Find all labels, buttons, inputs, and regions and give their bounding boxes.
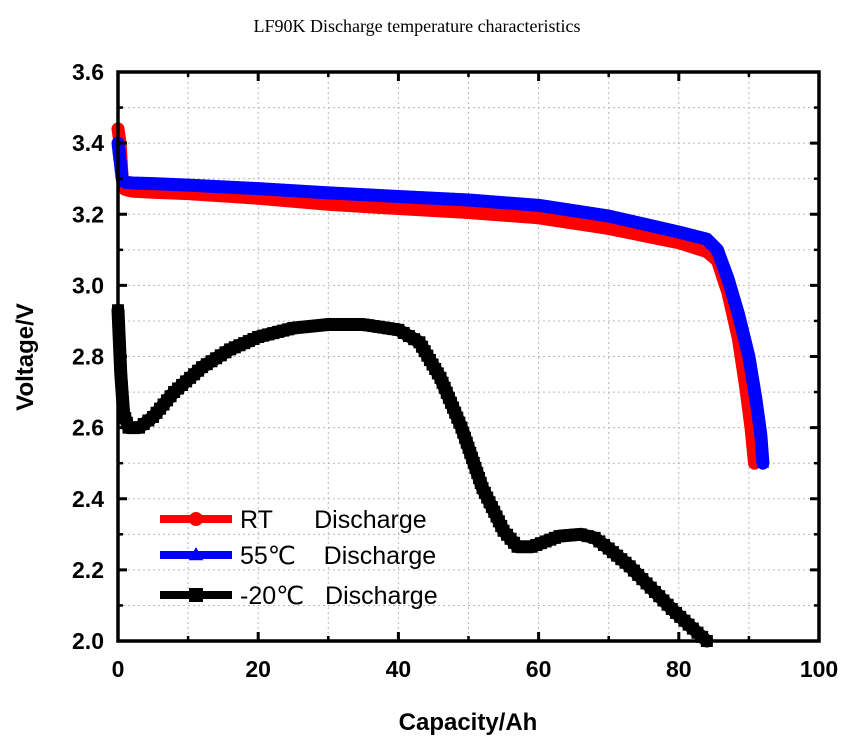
x-tick-label: 60 — [526, 656, 552, 682]
data-point — [753, 417, 766, 430]
data-point — [739, 338, 753, 351]
y-tick-label: 2.6 — [72, 415, 104, 441]
legend-item: RT Discharge — [160, 506, 427, 534]
legend-label: RT Discharge — [240, 506, 427, 534]
y-axis-label: Voltage/V — [12, 303, 39, 411]
data-point — [737, 328, 750, 340]
data-point — [742, 349, 756, 361]
data-point — [700, 232, 714, 244]
legend-label: -20℃ Discharge — [240, 582, 438, 610]
data-point — [747, 381, 761, 394]
data-point — [756, 450, 769, 462]
data-point — [753, 422, 767, 435]
data-point — [754, 427, 768, 440]
x-tick-label: 40 — [386, 656, 412, 682]
x-tick-label: 80 — [666, 656, 692, 682]
y-tick-label: 3.6 — [72, 59, 104, 85]
x-tick-label: 100 — [800, 656, 838, 682]
series-circle — [111, 122, 762, 470]
x-axis-label: Capacity/Ah — [399, 709, 538, 736]
series-line — [111, 136, 770, 470]
series-layer — [111, 122, 770, 648]
legend-swatch-marker — [189, 512, 203, 526]
legend-item: 55℃ Discharge — [160, 542, 436, 570]
legend-swatch-marker — [188, 546, 204, 561]
series-triangle — [111, 136, 770, 470]
data-point — [736, 322, 749, 335]
data-point — [751, 402, 764, 414]
axis-ticks — [116, 70, 821, 643]
legend-item: -20℃ Discharge — [160, 582, 438, 610]
data-point — [732, 306, 745, 319]
data-point — [746, 376, 760, 388]
y-tick-label: 2.2 — [72, 557, 104, 583]
legend-label: 55℃ Discharge — [240, 542, 436, 570]
data-point — [752, 412, 766, 424]
data-point — [745, 365, 758, 378]
y-tick-label: 2.8 — [72, 344, 104, 370]
data-point — [741, 344, 754, 356]
x-tick-label: 0 — [112, 656, 125, 682]
legend: RT Discharge 55℃ Discharge -20℃ Discharge — [160, 506, 438, 610]
chart-title: LF90K Discharge temperature characterist… — [253, 16, 580, 36]
y-tick-label: 3.4 — [72, 130, 104, 156]
data-point — [738, 333, 752, 345]
y-tick-label: 2.4 — [72, 486, 104, 512]
legend-swatch-marker — [189, 588, 203, 602]
data-point — [756, 456, 770, 468]
tick-labels: 0 20 40 60 80 100 2.0 2.2 2.4 2.6 2.8 3.0 3.2 3.4 3.6 — [72, 59, 838, 682]
data-point — [748, 386, 762, 399]
y-tick-label: 2.0 — [72, 628, 104, 654]
data-point — [705, 237, 719, 249]
y-tick-label: 3.2 — [72, 201, 104, 227]
data-point — [746, 370, 759, 383]
data-point — [755, 444, 769, 457]
data-point — [744, 360, 757, 372]
data-point — [751, 407, 765, 419]
x-tick-label: 20 — [245, 656, 271, 682]
data-point — [755, 439, 768, 451]
data-point — [750, 397, 763, 409]
data-point — [743, 354, 757, 367]
data-point — [749, 392, 763, 404]
data-point — [734, 317, 748, 329]
y-tick-label: 3.0 — [72, 272, 104, 298]
data-point — [754, 433, 768, 445]
data-point — [733, 312, 746, 324]
